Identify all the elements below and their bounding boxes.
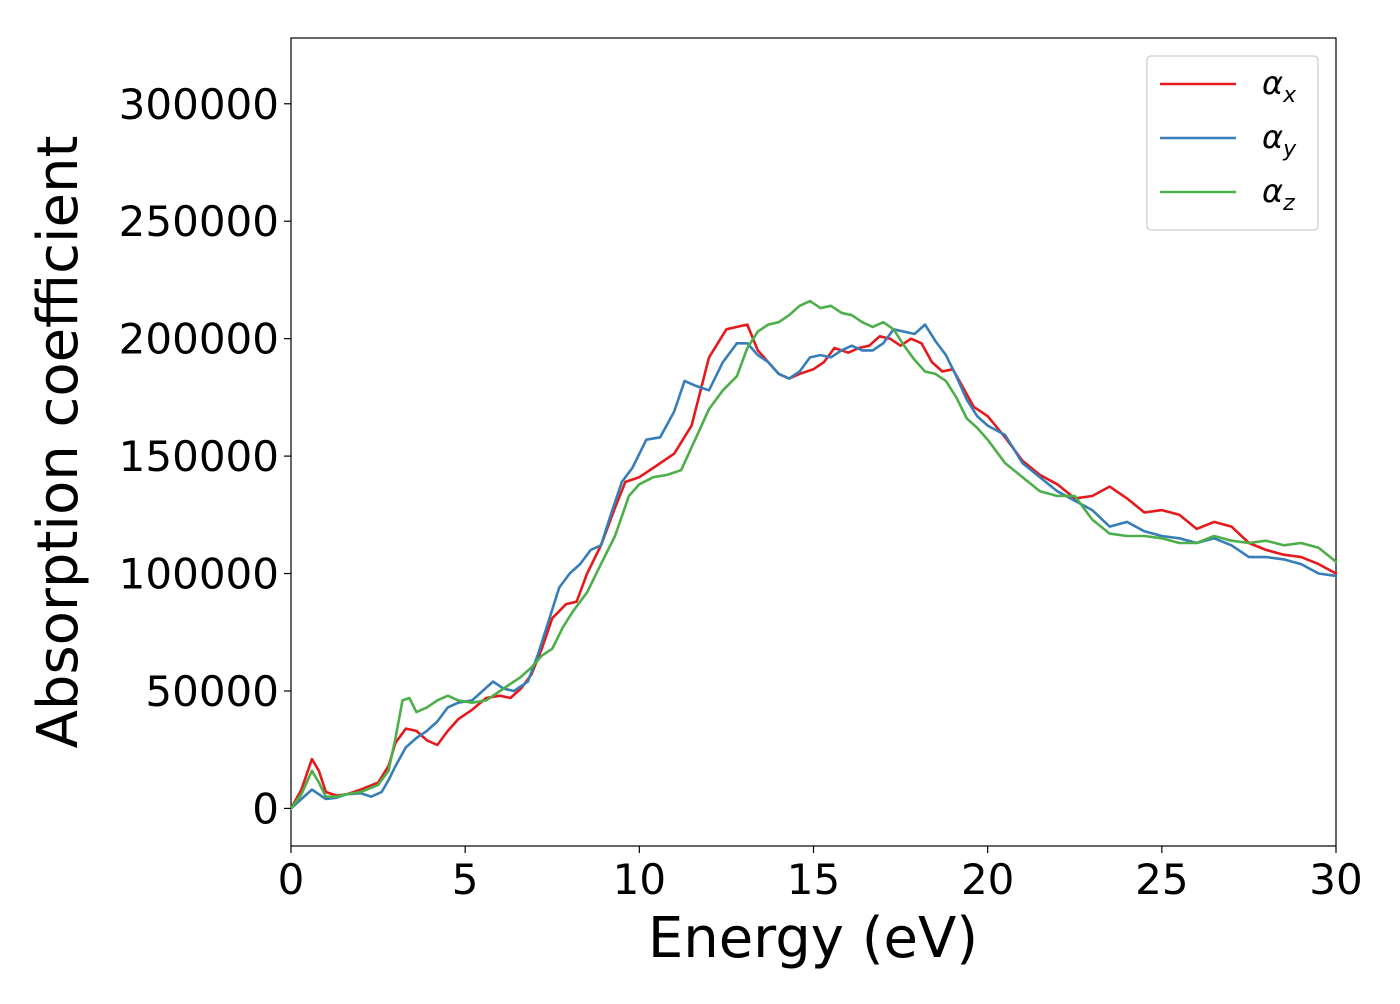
series-line-z: [289, 299, 1338, 810]
x-tick-label: 30: [1309, 855, 1362, 904]
series-layer: [289, 299, 1338, 810]
y-tick-label: 50000: [145, 667, 279, 716]
x-tick-label: 15: [787, 855, 840, 904]
x-tick-label: 20: [961, 855, 1014, 904]
y-tick-label: 200000: [119, 315, 279, 364]
y-tick-label: 150000: [119, 432, 279, 481]
x-axis-title: Energy (eV): [648, 906, 978, 971]
x-tick-label: 25: [1135, 855, 1188, 904]
y-tick-label: 100000: [119, 550, 279, 599]
y-tick-label: 250000: [119, 197, 279, 246]
y-axis-title: Absorption coefficient: [26, 136, 91, 749]
x-tick-label: 10: [613, 855, 666, 904]
x-tick-label: 5: [452, 855, 479, 904]
legend-label-z: αz: [1262, 172, 1295, 216]
legend-label-y: αy: [1262, 118, 1297, 162]
x-axis: 0 5 10 15 20 25 30: [278, 846, 1363, 904]
legend-label-x: αx: [1262, 64, 1297, 108]
y-tick-label: 0: [252, 784, 279, 833]
legend: αx αy αz: [1146, 55, 1319, 231]
series-line-y: [289, 323, 1338, 810]
x-tick-label: 0: [278, 855, 305, 904]
legend-box: [1146, 55, 1319, 231]
y-axis: 0 50000 100000 150000 200000 250000 300000: [119, 80, 291, 833]
y-tick-label: 300000: [119, 80, 279, 129]
